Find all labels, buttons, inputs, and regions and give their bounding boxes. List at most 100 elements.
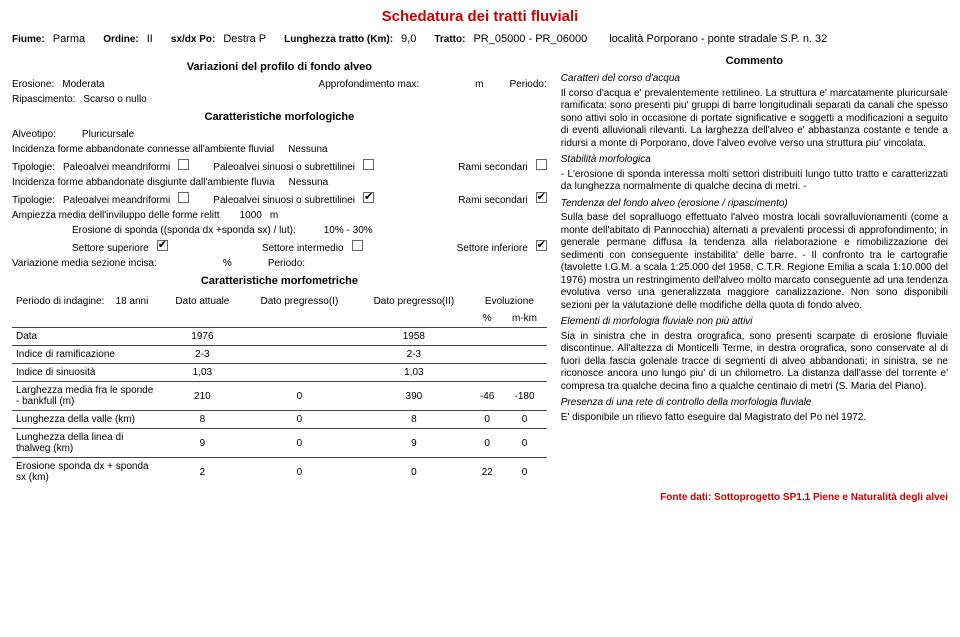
- settore-sup-checkbox[interactable]: [157, 240, 168, 251]
- t1-sinuosi-label: Paleoalvei sinuosi o subrettilinei: [213, 162, 355, 173]
- settore-sup-label: Settore superiore: [72, 243, 149, 254]
- row-mkm: [502, 328, 547, 346]
- table-row: Data19761958: [12, 328, 547, 346]
- ampiezza-label: Ampiezza media dell'inviluppo delle form…: [12, 210, 220, 221]
- erosione-sponda-value: 10% - 30%: [324, 225, 373, 236]
- row-evo: -46: [472, 382, 502, 411]
- tipologie2-label: Tipologie:: [12, 195, 55, 206]
- tratto-value: PR_05000 - PR_06000: [473, 33, 587, 45]
- var-sezione-periodo-label: Periodo:: [268, 258, 305, 269]
- row-p2: 0: [356, 458, 472, 487]
- erosione-value: Moderata: [62, 79, 132, 90]
- fiume-value: Parma: [53, 33, 85, 45]
- col-pregresso1: Dato pregresso(I): [243, 293, 356, 310]
- presenza-text: E' disponibile un rilievo fatto eseguire…: [561, 412, 948, 425]
- row-mkm: [502, 346, 547, 364]
- ampiezza-value: 1000: [240, 210, 262, 221]
- row-p2: 390: [356, 382, 472, 411]
- ampiezza-unit: m: [270, 210, 278, 221]
- t2-sinuosi-checkbox[interactable]: [363, 192, 374, 203]
- row-attuale: 9: [162, 429, 243, 458]
- table-row: Indice di ramificazione2-32-3: [12, 346, 547, 364]
- t1-meandriformi-checkbox[interactable]: [178, 159, 189, 170]
- row-p1: [243, 364, 356, 382]
- row-p1: [243, 328, 356, 346]
- row-p1: [243, 346, 356, 364]
- stabilita-text: - L'erosione di sponda interessa molti s…: [561, 169, 948, 194]
- row-attuale: 2: [162, 458, 243, 487]
- settore-int-checkbox[interactable]: [352, 240, 363, 251]
- t1-meandriformi-label: Paleoalvei meandriformi: [63, 162, 170, 173]
- caratteri-heading: Caratteri del corso d'acqua: [561, 73, 948, 86]
- row-attuale: 8: [162, 411, 243, 429]
- header-row: Fiume:Parma Ordine:II sx/dx Po:Destra P …: [12, 33, 948, 45]
- row-p2: 1,03: [356, 364, 472, 382]
- settore-inf-checkbox[interactable]: [536, 240, 547, 251]
- t2-rami-checkbox[interactable]: [536, 192, 547, 203]
- col-pct: %: [472, 310, 502, 328]
- row-attuale: 1976: [162, 328, 243, 346]
- ripascimento-label: Ripascimento:: [12, 94, 75, 105]
- row-p2: 8: [356, 411, 472, 429]
- erosione-label: Erosione:: [12, 79, 54, 90]
- periodo-label: Periodo:: [510, 79, 547, 90]
- left-column: Variazioni del profilo di fondo alveo Er…: [12, 55, 547, 486]
- col-mkm: m-km: [502, 310, 547, 328]
- row-evo: 22: [472, 458, 502, 487]
- incidenza2-label: Incidenza forme abbandonate disgiunte da…: [12, 177, 275, 188]
- tendenza-text: Sulla base del sopralluogo effettuato l'…: [561, 212, 948, 312]
- row-evo: [472, 346, 502, 364]
- row-p2: 2-3: [356, 346, 472, 364]
- tratto-label: Tratto:: [434, 34, 465, 45]
- approf-unit: m: [475, 79, 483, 90]
- row-label: Indice di ramificazione: [12, 346, 162, 364]
- row-p1: 0: [243, 382, 356, 411]
- row-mkm: -180: [502, 382, 547, 411]
- row-label: Indice di sinuosità: [12, 364, 162, 382]
- row-p1: 0: [243, 458, 356, 487]
- t1-rami-checkbox[interactable]: [536, 159, 547, 170]
- table-row: Larghezza media fra le sponde - bankfull…: [12, 382, 547, 411]
- approf-label: Approfondimento max:: [319, 79, 420, 90]
- morfometriche-table: Periodo di indagine: 18 anni Dato attual…: [12, 293, 547, 486]
- table-row: Indice di sinuosità1,031,03: [12, 364, 547, 382]
- row-attuale: 2-3: [162, 346, 243, 364]
- ordine-value: II: [147, 33, 153, 45]
- ripascimento-value: Scarso o nullo: [83, 94, 146, 105]
- incidenza1-label: Incidenza forme abbandonate connesse all…: [12, 144, 274, 155]
- row-label: Data: [12, 328, 162, 346]
- morfometriche-heading: Caratteristiche morfometriche: [12, 275, 547, 287]
- variazioni-heading: Variazioni del profilo di fondo alveo: [12, 61, 547, 73]
- row-evo: [472, 364, 502, 382]
- row-label: Lunghezza della valle (km): [12, 411, 162, 429]
- alveotipo-label: Alveotipo:: [12, 129, 56, 140]
- t2-sinuosi-label: Paleoalvei sinuosi o subrettilinei: [213, 195, 355, 206]
- elementi-heading: Elementi di morfologia fluviale non più …: [561, 316, 948, 329]
- t1-sinuosi-checkbox[interactable]: [363, 159, 374, 170]
- var-sezione-label: Variazione media sezione incisa:: [12, 258, 157, 269]
- footer-source: Fonte dati: Sottoprogetto SP1.1 Piene e …: [12, 492, 948, 503]
- row-label: Erosione sponda dx + sponda sx (km): [12, 458, 162, 487]
- col-attuale: Dato attuale: [162, 293, 243, 310]
- t2-meandriformi-checkbox[interactable]: [178, 192, 189, 203]
- commento-heading: Commento: [561, 55, 948, 67]
- sxdx-label: sx/dx Po:: [171, 34, 215, 45]
- row-label: Larghezza media fra le sponde - bankfull…: [12, 382, 162, 411]
- ordine-label: Ordine:: [103, 34, 139, 45]
- table-row: Erosione sponda dx + sponda sx (km)20022…: [12, 458, 547, 487]
- localita-value: località Porporano - ponte stradale S.P.…: [609, 33, 827, 45]
- row-evo: 0: [472, 411, 502, 429]
- row-evo: [472, 328, 502, 346]
- t1-rami-label: Rami secondari: [458, 162, 527, 173]
- row-p1: 0: [243, 411, 356, 429]
- row-p2: 9: [356, 429, 472, 458]
- row-mkm: [502, 364, 547, 382]
- row-mkm: 0: [502, 429, 547, 458]
- row-attuale: 1,03: [162, 364, 243, 382]
- var-sezione-unit: %: [223, 258, 232, 269]
- caratteri-text: Il corso d'acqua e' prevalentemente rett…: [561, 88, 948, 151]
- t2-meandriformi-label: Paleoalvei meandriformi: [63, 195, 170, 206]
- alveotipo-value: Pluricursale: [82, 129, 134, 140]
- table-row: Lunghezza della valle (km)80800: [12, 411, 547, 429]
- tendenza-heading: Tendenza del fondo alveo (erosione / rip…: [561, 198, 948, 211]
